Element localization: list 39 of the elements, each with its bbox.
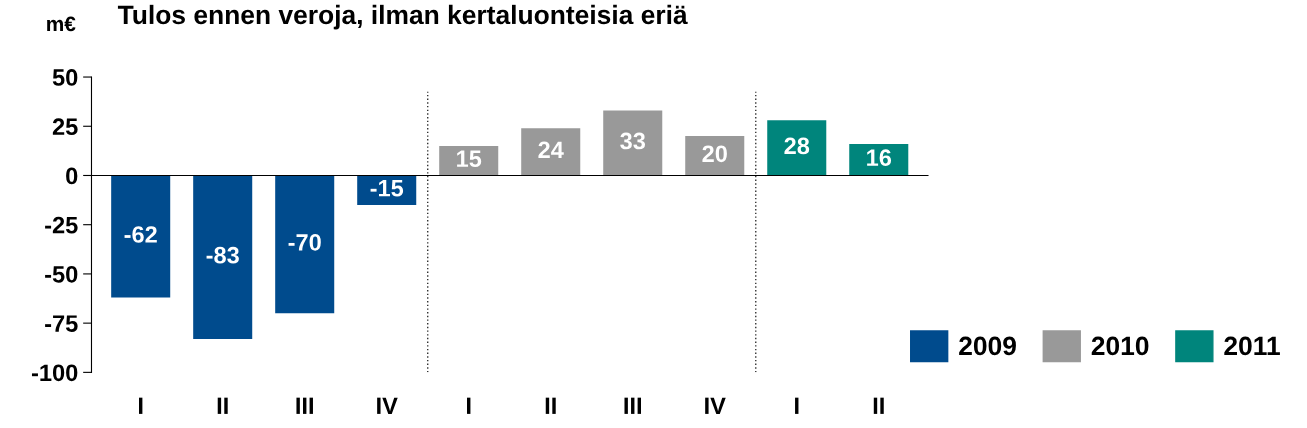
y-tick-label: -25	[45, 216, 78, 234]
y-tick-label: 50	[52, 69, 78, 86]
x-tick-label: I	[795, 397, 799, 414]
data-label: 16	[867, 149, 892, 167]
chart-title: Tulos ennen veroja, ilman kertaluonteisia eriä	[117, 4, 688, 30]
x-tick-label: IV	[377, 397, 398, 414]
data-label: 15	[457, 150, 482, 168]
y-tick-label: 25	[52, 118, 78, 136]
y-tick-label: -75	[45, 315, 78, 332]
x-tick-label: II	[217, 397, 228, 414]
x-tick-label: I	[138, 397, 143, 414]
x-tick-label: II	[545, 397, 556, 414]
x-tick-label: I	[467, 397, 471, 414]
y-tick-label: -100	[31, 364, 78, 382]
bar	[603, 110, 663, 176]
data-label: 33	[620, 132, 646, 150]
data-label: -83	[206, 246, 239, 264]
data-label: -70	[288, 234, 321, 251]
bar	[111, 175, 171, 298]
x-tick-label: III	[296, 397, 313, 414]
data-label: 28	[784, 137, 810, 155]
x-tick-label: II	[873, 397, 884, 414]
legend-label: 2009	[959, 336, 1016, 356]
bar	[275, 175, 335, 314]
y-axis-title: m€	[47, 16, 76, 32]
y-tick-label: 0	[66, 167, 78, 185]
y-tick-label: -50	[45, 265, 78, 283]
x-tick-label: III	[624, 397, 641, 414]
bar	[521, 128, 581, 176]
data-label: -15	[370, 180, 404, 197]
legend-label: 2011	[1224, 336, 1280, 356]
bar	[193, 175, 253, 339]
x-tick-label: IV	[705, 397, 726, 414]
data-label: 24	[538, 141, 564, 158]
legend-label: 2010	[1091, 336, 1149, 356]
bar	[767, 120, 827, 176]
data-label: 20	[702, 145, 727, 163]
data-label: -62	[124, 226, 157, 243]
bar	[685, 136, 745, 176]
